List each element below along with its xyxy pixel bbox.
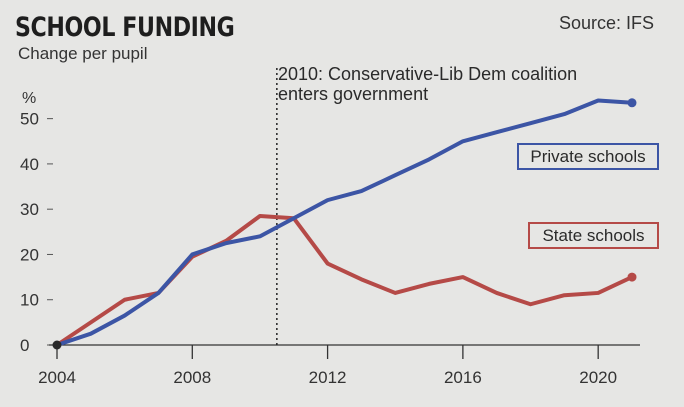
annotation-line-2: enters government: [278, 84, 429, 104]
series-end-point-state-schools: [627, 272, 637, 282]
y-tick-label-0: 0: [20, 336, 29, 355]
y-axis-unit-label: %: [22, 90, 37, 107]
x-tick-label-2008: 2008: [173, 368, 211, 387]
legend-label-state-schools: State schools: [542, 226, 644, 245]
series-line-private-schools: [55, 98, 634, 347]
annotation-text: 2010: Conservative-Lib Dem coalition ent…: [278, 64, 608, 104]
legend-box-state-schools: [528, 222, 659, 249]
annotation-line-1: 2010: Conservative-Lib Dem coalition: [278, 64, 578, 84]
series-end-point-private-schools: [627, 98, 637, 108]
chart-subtitle: Change per pupil: [18, 44, 148, 63]
legend-box-private-schools: [517, 143, 659, 170]
x-tick-label-2020: 2020: [579, 368, 617, 387]
y-tick-label-40: 40: [20, 155, 39, 174]
chart-title: SCHOOL FUNDING: [15, 12, 235, 43]
y-tick-label-20: 20: [20, 245, 39, 264]
y-tick-label-10: 10: [20, 291, 39, 310]
x-tick-label-2012: 2012: [309, 368, 347, 387]
origin-point: [52, 340, 62, 350]
y-tick-label-30: 30: [20, 200, 39, 219]
x-tick-label-2016: 2016: [444, 368, 482, 387]
y-tick-label-50: 50: [20, 110, 39, 129]
x-tick-label-2004: 2004: [38, 368, 76, 387]
chart-source: Source: IFS: [558, 13, 654, 33]
series-line-state-schools: [55, 213, 634, 347]
legend-label-private-schools: Private schools: [530, 147, 645, 166]
